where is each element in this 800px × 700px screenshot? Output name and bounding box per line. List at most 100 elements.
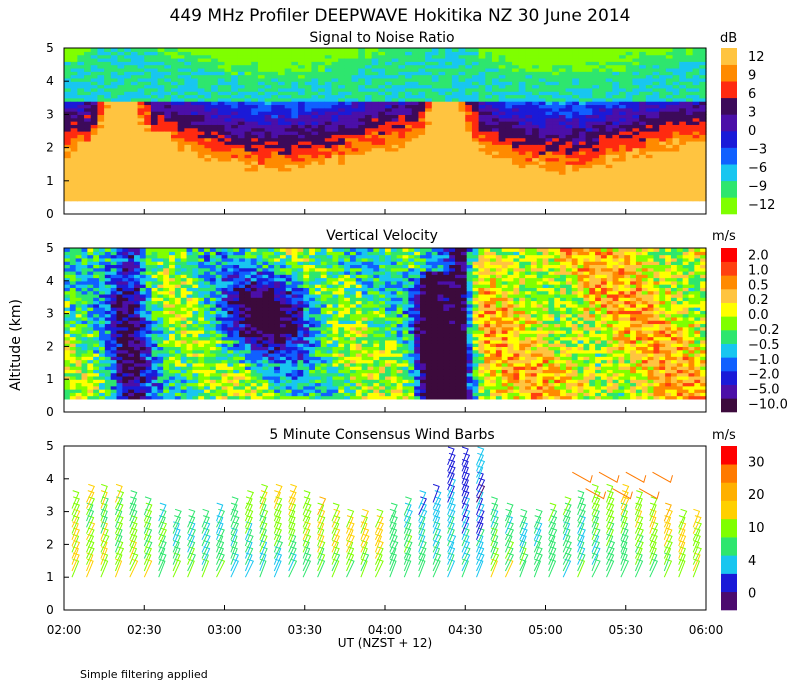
snr-cell bbox=[224, 114, 232, 119]
snr-cell bbox=[438, 64, 446, 69]
snr-cell bbox=[538, 137, 547, 142]
snr-cell bbox=[532, 121, 540, 125]
snr-cell bbox=[211, 117, 219, 122]
snr-cell bbox=[110, 190, 119, 195]
snr-cell bbox=[471, 187, 480, 192]
snr-cell bbox=[438, 94, 446, 99]
snr-cell bbox=[512, 147, 520, 152]
snr-cell bbox=[418, 87, 426, 92]
snr-cell bbox=[84, 74, 92, 79]
snr-cell bbox=[324, 114, 333, 119]
snr-cell bbox=[184, 180, 192, 185]
snr-cell bbox=[578, 64, 587, 69]
snr-cell bbox=[157, 184, 165, 189]
snr-cell bbox=[572, 111, 580, 115]
snr-cell bbox=[237, 104, 246, 109]
snr-cell bbox=[171, 127, 179, 132]
snr-cell bbox=[351, 124, 359, 129]
snr-cell bbox=[211, 64, 219, 69]
snr-cell bbox=[518, 48, 527, 52]
snr-cell bbox=[224, 48, 232, 52]
snr-cell bbox=[150, 134, 159, 139]
snr-cell bbox=[331, 61, 339, 66]
snr-cell bbox=[639, 137, 647, 142]
snr-cell bbox=[619, 134, 627, 139]
snr-cell bbox=[538, 74, 547, 79]
snr-cell bbox=[498, 97, 506, 102]
snr-cell bbox=[104, 150, 112, 155]
snr-cell bbox=[512, 117, 520, 122]
snr-cell bbox=[257, 131, 266, 135]
snr-cell bbox=[659, 57, 667, 62]
snr-cell bbox=[184, 94, 192, 99]
snr-cell bbox=[124, 101, 132, 106]
snr-cell bbox=[318, 147, 326, 152]
snr-cell bbox=[411, 170, 420, 175]
snr-cell bbox=[97, 114, 105, 119]
snr-cell bbox=[171, 48, 179, 52]
snr-cell bbox=[492, 124, 500, 129]
snr-cell bbox=[458, 77, 466, 82]
snr-cell bbox=[244, 147, 252, 152]
snr-cell bbox=[157, 48, 165, 52]
snr-cell bbox=[164, 107, 172, 112]
snr-cell bbox=[471, 54, 480, 59]
snr-cell bbox=[244, 64, 252, 69]
snr-cell bbox=[605, 160, 613, 165]
snr-cell bbox=[284, 131, 292, 135]
snr-cell bbox=[150, 107, 159, 112]
snr-cell bbox=[405, 64, 413, 69]
snr-cell bbox=[77, 111, 85, 115]
snr-cell bbox=[70, 81, 78, 86]
snr-cell bbox=[465, 94, 473, 99]
snr-cell bbox=[558, 54, 567, 59]
snr-cell bbox=[318, 111, 326, 115]
snr-cell bbox=[665, 81, 674, 86]
snr-cell bbox=[257, 48, 266, 52]
snr-cell bbox=[578, 150, 587, 155]
snr-cell bbox=[605, 117, 613, 122]
snr-cell bbox=[110, 57, 119, 62]
snr-cell bbox=[157, 77, 165, 82]
snr-cell bbox=[291, 77, 299, 82]
snr-cell bbox=[645, 81, 654, 86]
snr-cell bbox=[659, 51, 667, 56]
snr-cell bbox=[599, 101, 607, 106]
snr-cell bbox=[124, 74, 132, 79]
snr-cell bbox=[211, 54, 219, 59]
snr-cell bbox=[311, 87, 319, 92]
snr-cell bbox=[572, 164, 580, 169]
snr-cell bbox=[431, 174, 440, 179]
snr-cell bbox=[585, 134, 593, 139]
snr-cell bbox=[679, 144, 687, 149]
snr-cell bbox=[298, 91, 306, 96]
snr-cell bbox=[344, 150, 353, 155]
snr-cell bbox=[124, 197, 132, 202]
snr-cell bbox=[90, 177, 99, 182]
snr-cell bbox=[512, 77, 520, 82]
snr-cell bbox=[157, 167, 165, 172]
snr-cell bbox=[70, 197, 78, 202]
snr-cell bbox=[171, 104, 179, 109]
snr-cell bbox=[492, 150, 500, 155]
snr-cell bbox=[532, 84, 540, 89]
snr-cell bbox=[512, 94, 520, 99]
snr-cell bbox=[344, 51, 353, 56]
snr-cell bbox=[137, 147, 145, 152]
snr-cell bbox=[271, 164, 279, 169]
snr-cell bbox=[291, 134, 299, 139]
snr-cell bbox=[318, 121, 326, 125]
snr-cell bbox=[197, 167, 206, 172]
snr-cell bbox=[338, 81, 346, 86]
snr-cell bbox=[304, 67, 313, 72]
snr-cell bbox=[398, 74, 406, 79]
snr-cell bbox=[251, 157, 259, 162]
snr-cell bbox=[565, 164, 573, 169]
snr-cell bbox=[318, 51, 326, 56]
snr-cell bbox=[191, 107, 199, 112]
snr-cell bbox=[565, 194, 573, 198]
snr-cell bbox=[672, 74, 680, 79]
snr-cell bbox=[391, 121, 399, 125]
snr-cell bbox=[264, 137, 272, 142]
snr-cell bbox=[70, 74, 78, 79]
